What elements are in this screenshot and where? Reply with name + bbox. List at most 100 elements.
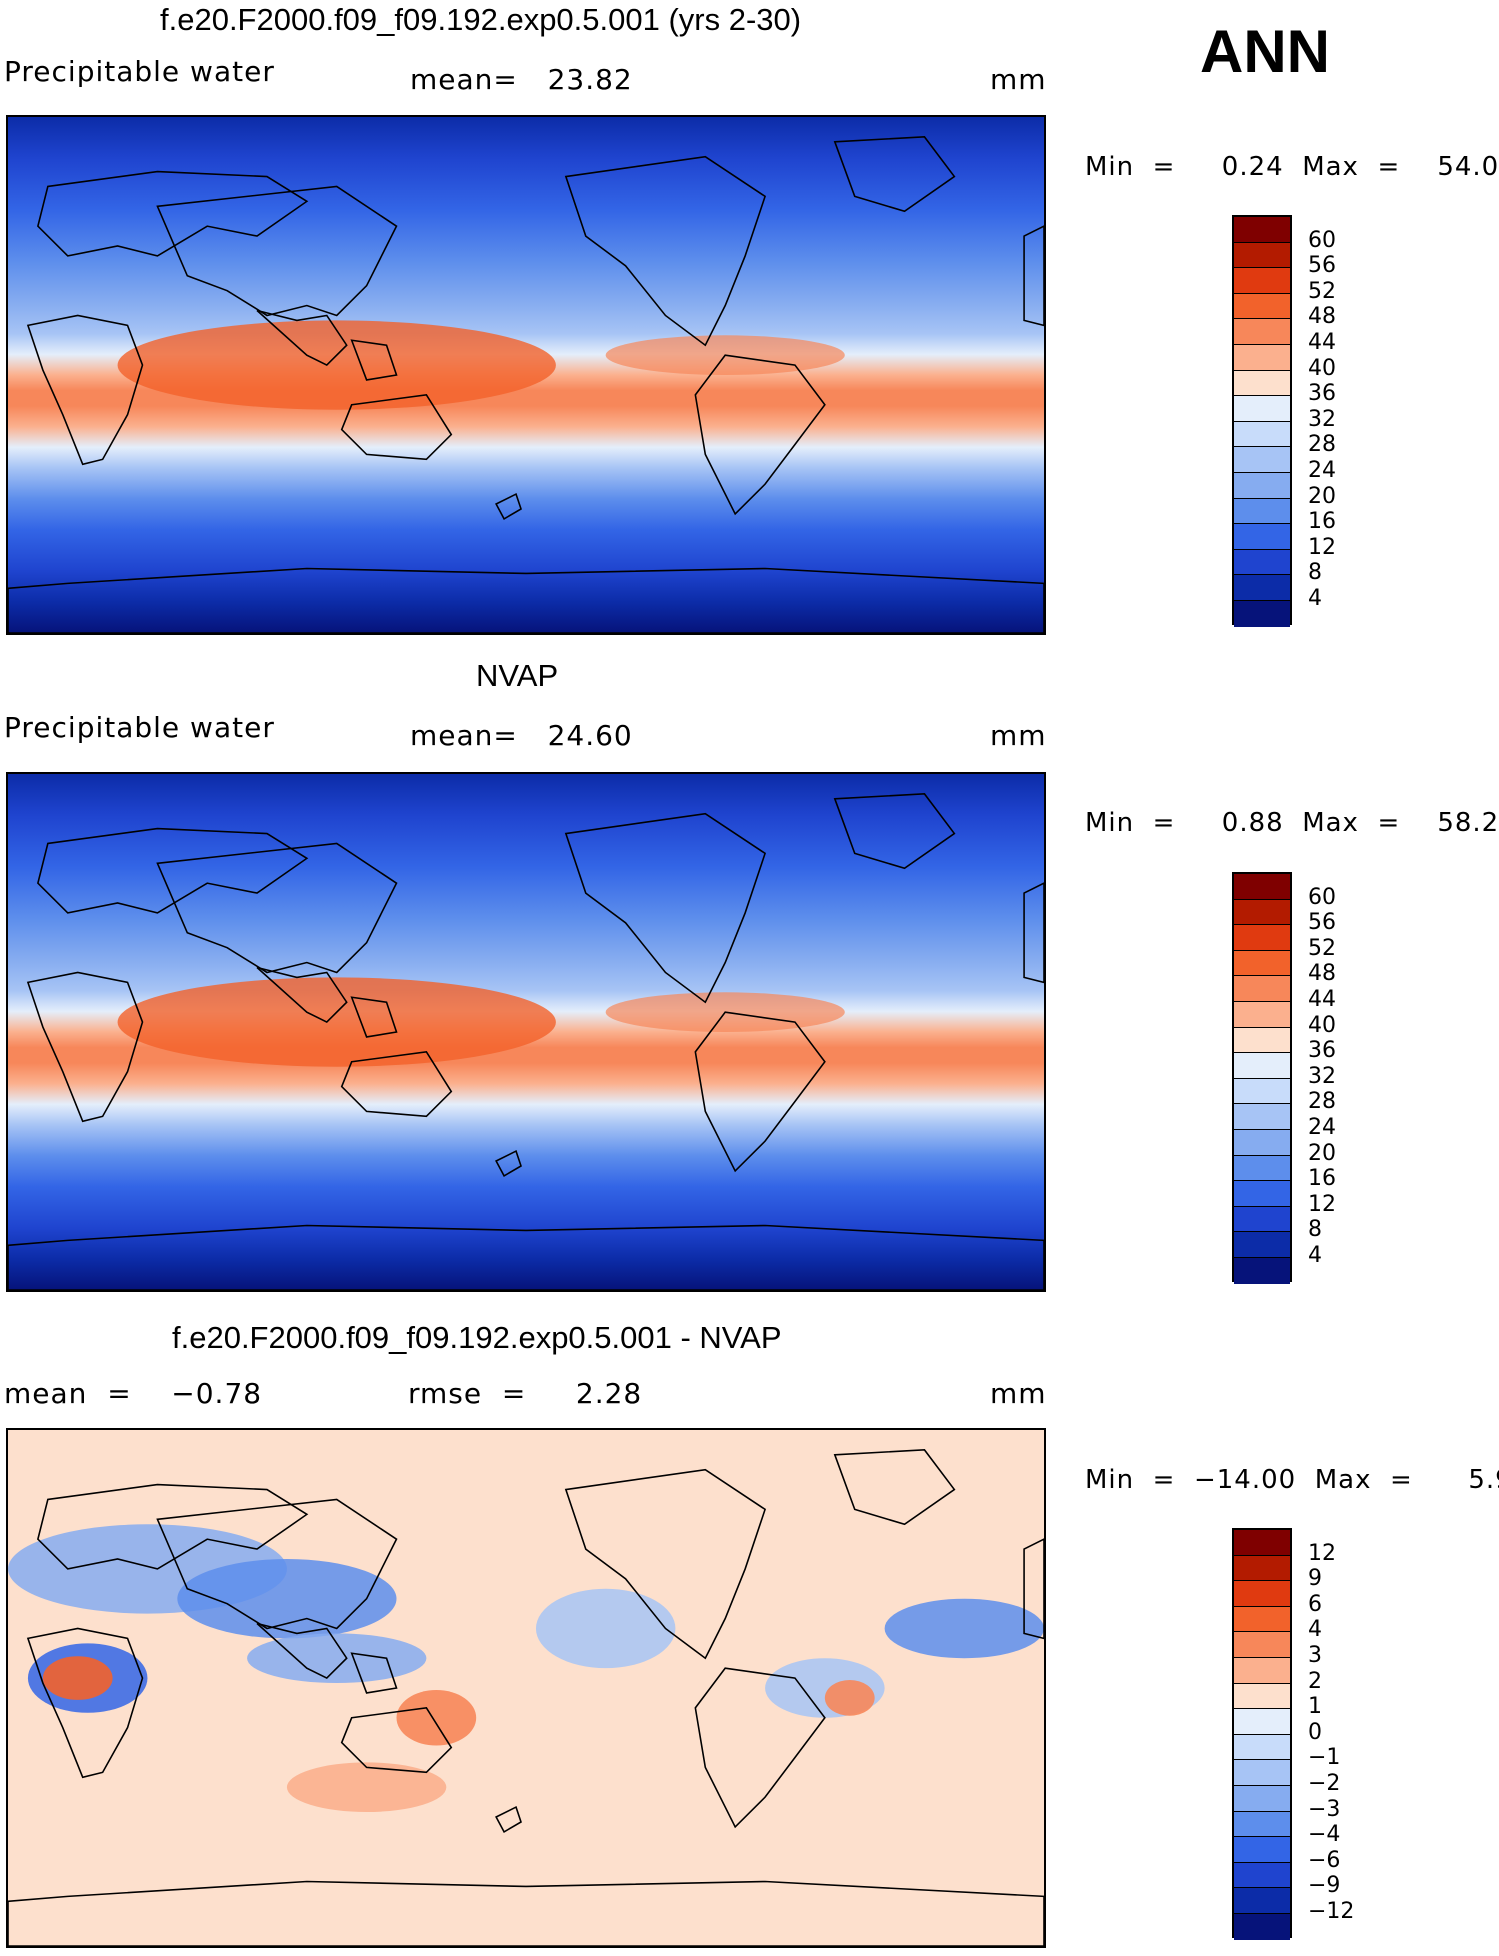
colorbar-tick-label: 8 — [1308, 560, 1322, 586]
panel1-variable-label: Precipitable water — [4, 55, 275, 88]
season-label: ANN — [1200, 18, 1330, 85]
colorbar-tick-label: 32 — [1308, 1063, 1336, 1089]
colorbar-tick-label: 20 — [1308, 1140, 1336, 1166]
colorbar-swatch — [1234, 421, 1290, 448]
panel3-map — [6, 1428, 1046, 1948]
panel3-units: mm — [990, 1377, 1047, 1410]
colorbar-tick-label: 48 — [1308, 304, 1336, 330]
panel3-minmax: Min = −14.00 Max = 5.94 — [1085, 1465, 1499, 1495]
colorbar-tick-label: 28 — [1308, 1089, 1336, 1115]
colorbar-swatch — [1234, 217, 1290, 243]
colorbar-swatch — [1234, 575, 1290, 601]
colorbar-tick-label: 8 — [1308, 1217, 1322, 1243]
colorbar-tick-label: −9 — [1308, 1873, 1341, 1899]
colorbar-tick-label: 16 — [1308, 509, 1336, 535]
colorbar-swatch — [1234, 950, 1290, 977]
colorbar-tick-label: 28 — [1308, 432, 1336, 458]
panel2-units: mm — [990, 719, 1047, 752]
colorbar-swatch — [1234, 293, 1290, 320]
panel1-mean-label: mean= 23.82 — [410, 63, 633, 96]
colorbar-swatch — [1234, 1155, 1290, 1182]
colorbar-tick-label: 32 — [1308, 406, 1336, 432]
colorbar-swatch — [1234, 1913, 1290, 1940]
colorbar-tick-label: −2 — [1308, 1771, 1341, 1796]
colorbar-swatch — [1234, 1053, 1290, 1079]
colorbar-swatch — [1234, 1683, 1290, 1710]
colorbar-swatch — [1234, 1027, 1290, 1054]
colorbar-tick-label: 4 — [1308, 1617, 1322, 1643]
panel2-map — [6, 772, 1046, 1292]
colorbar-swatch — [1234, 524, 1290, 550]
colorbar-swatch — [1234, 370, 1290, 397]
colorbar-tick-label: 40 — [1308, 355, 1336, 381]
colorbar-swatch — [1234, 472, 1290, 499]
colorbar-swatch — [1234, 1734, 1290, 1761]
panel3-rmse-label: rmse = 2.28 — [408, 1377, 643, 1410]
panel1-minmax: Min = 0.24 Max = 54.05 — [1085, 152, 1499, 182]
colorbar-swatch — [1234, 344, 1290, 371]
colorbar-tick-label: 12 — [1308, 1191, 1336, 1217]
colorbar-swatch — [1234, 1530, 1290, 1556]
colorbar-swatch — [1234, 976, 1290, 1002]
panel3-mean-label: mean = −0.78 — [4, 1377, 263, 1410]
colorbar-tick-label: −4 — [1308, 1822, 1341, 1848]
panel2-variable-label: Precipitable water — [4, 711, 275, 744]
colorbar-swatch — [1234, 242, 1290, 269]
colorbar-tick-label: 56 — [1308, 910, 1336, 936]
colorbar-swatch — [1234, 1862, 1290, 1889]
panel2-colorbar — [1232, 872, 1292, 1284]
colorbar-swatch — [1234, 1181, 1290, 1207]
colorbar-tick-label: −3 — [1308, 1796, 1341, 1822]
colorbar-tick-label: 24 — [1308, 458, 1336, 483]
colorbar-tick-label: 12 — [1308, 1540, 1336, 1566]
colorbar-swatch — [1234, 1129, 1290, 1156]
colorbar-swatch — [1234, 1657, 1290, 1684]
colorbar-swatch — [1234, 1632, 1290, 1658]
colorbar-swatch — [1234, 1104, 1290, 1130]
colorbar-tick-label: 36 — [1308, 381, 1336, 407]
colorbar-swatch — [1234, 1837, 1290, 1863]
colorbar-swatch — [1234, 874, 1290, 900]
panel2-title: NVAP — [476, 658, 559, 693]
panel1-title: f.e20.F2000.f09_f09.192.exp0.5.001 (yrs … — [160, 2, 802, 37]
colorbar-swatch — [1234, 1257, 1290, 1284]
colorbar-swatch — [1234, 1232, 1290, 1258]
panel2-minmax: Min = 0.88 Max = 58.29 — [1085, 808, 1499, 838]
colorbar-tick-label: 56 — [1308, 253, 1336, 279]
colorbar-swatch — [1234, 1888, 1290, 1914]
colorbar-swatch — [1234, 1709, 1290, 1735]
panel3-map-svg — [8, 1430, 1044, 1946]
colorbar-tick-label: 36 — [1308, 1038, 1336, 1064]
panel1-map — [6, 115, 1046, 635]
colorbar-tick-label: 20 — [1308, 483, 1336, 509]
colorbar-swatch — [1234, 396, 1290, 422]
colorbar-swatch — [1234, 899, 1290, 926]
colorbar-swatch — [1234, 1760, 1290, 1786]
panel1-units: mm — [990, 63, 1047, 96]
colorbar-tick-label: 4 — [1308, 1243, 1322, 1268]
colorbar-tick-label: −12 — [1308, 1899, 1355, 1924]
colorbar-swatch — [1234, 1078, 1290, 1105]
panel1-colorbar — [1232, 215, 1292, 627]
panel1-map-svg — [8, 117, 1044, 633]
colorbar-tick-label: 48 — [1308, 961, 1336, 987]
colorbar-tick-label: 12 — [1308, 534, 1336, 560]
colorbar-swatch — [1234, 498, 1290, 525]
colorbar-tick-label: 52 — [1308, 278, 1336, 304]
panel3-colorbar — [1232, 1528, 1292, 1940]
colorbar-tick-label: 24 — [1308, 1115, 1336, 1140]
panel3-title: f.e20.F2000.f09_f09.192.exp0.5.001 - NVA… — [172, 1320, 782, 1355]
colorbar-tick-label: −6 — [1308, 1847, 1341, 1873]
colorbar-tick-label: 44 — [1308, 987, 1336, 1012]
colorbar-swatch — [1234, 319, 1290, 345]
colorbar-swatch — [1234, 1555, 1290, 1582]
panel2-map-svg — [8, 774, 1044, 1290]
colorbar-tick-label: 2 — [1308, 1668, 1322, 1694]
colorbar-swatch — [1234, 447, 1290, 473]
colorbar-tick-label: 16 — [1308, 1166, 1336, 1192]
colorbar-tick-label: 0 — [1308, 1719, 1322, 1745]
colorbar-tick-label: 9 — [1308, 1566, 1322, 1592]
colorbar-swatch — [1234, 1581, 1290, 1607]
colorbar-swatch — [1234, 1606, 1290, 1633]
colorbar-swatch — [1234, 1811, 1290, 1838]
